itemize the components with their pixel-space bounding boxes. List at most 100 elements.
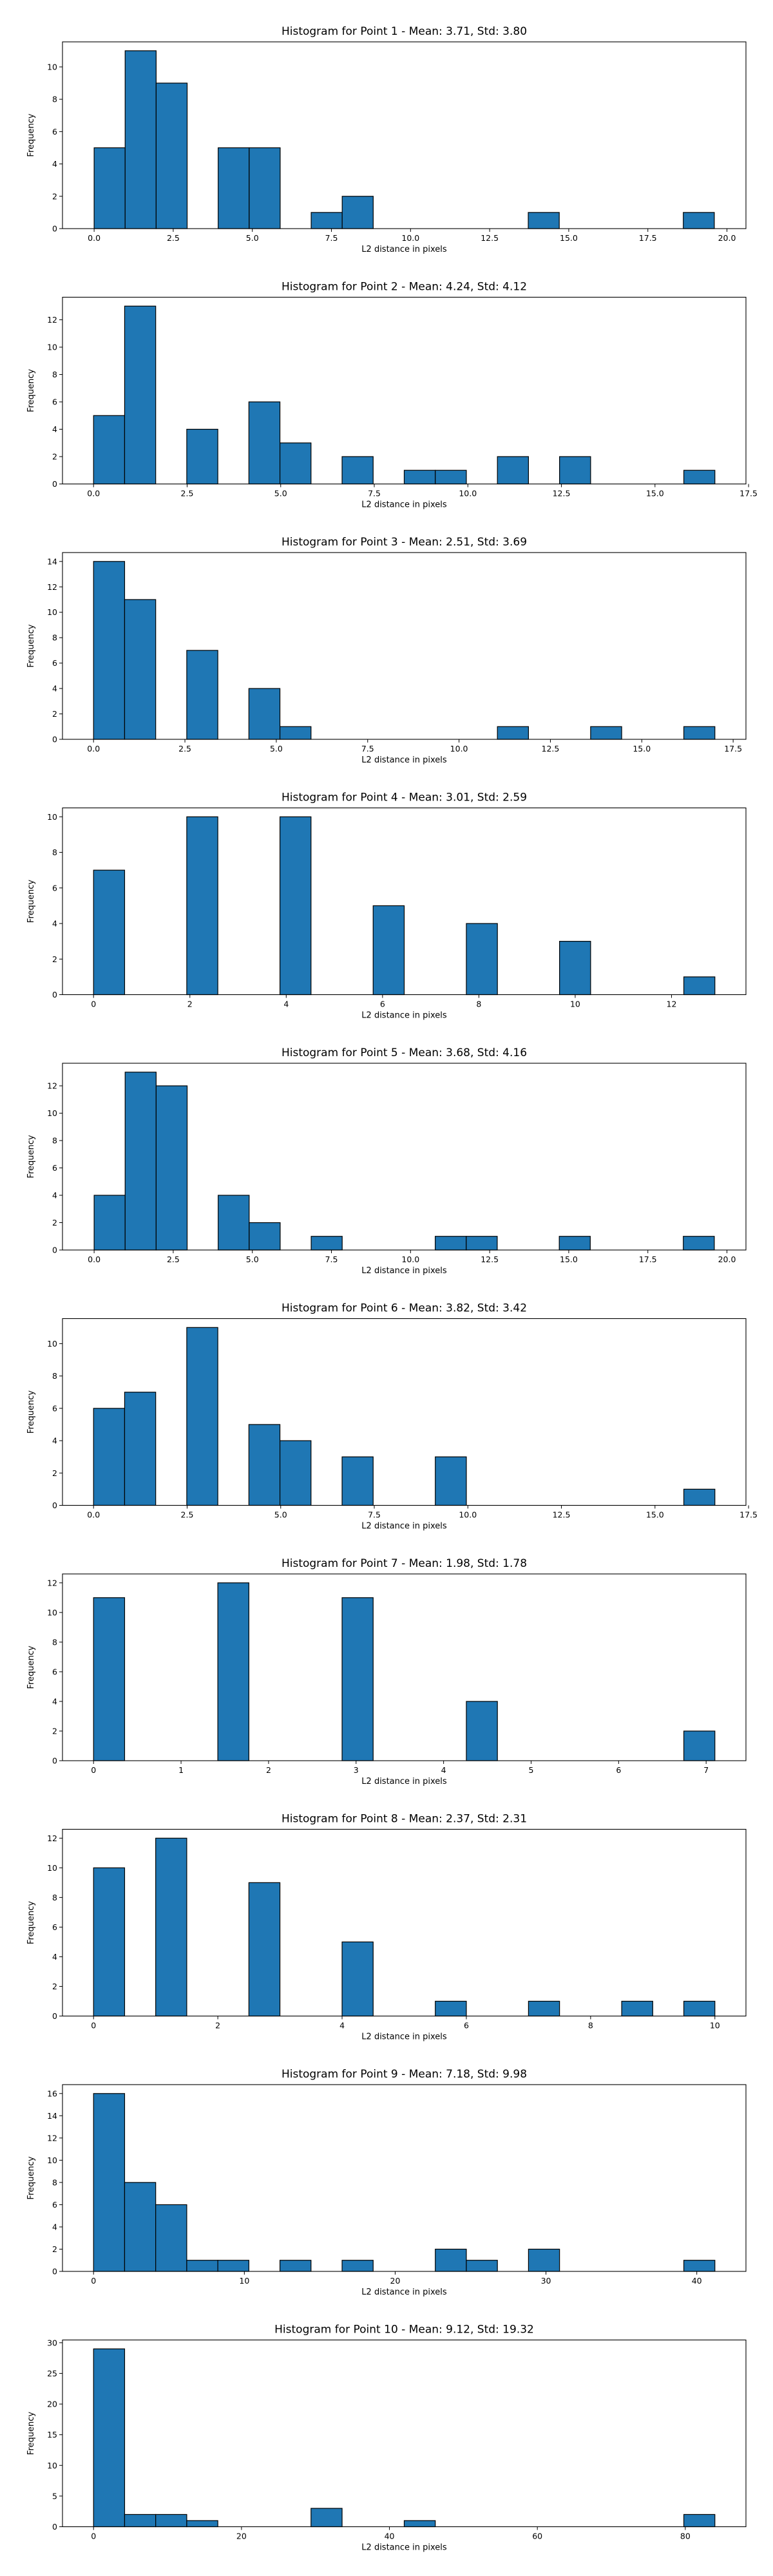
x-tick-label: 1 xyxy=(178,1765,184,1775)
x-tick-label: 10 xyxy=(239,2276,249,2286)
y-tick-label: 0 xyxy=(52,1501,57,1510)
histogram-bar xyxy=(683,2260,716,2272)
y-tick-label: 6 xyxy=(52,1163,57,1173)
y-tick-label: 20 xyxy=(47,2400,57,2409)
chart-title: Histogram for Point 2 - Mean: 4.24, Std:… xyxy=(282,281,527,294)
y-tick-label: 5 xyxy=(52,2491,57,2501)
chart-title: Histogram for Point 6 - Mean: 3.82, Std:… xyxy=(282,1302,527,1315)
histogram-bar xyxy=(248,401,281,485)
x-axis-label: L2 distance in pixels xyxy=(361,1777,447,1786)
histogram-bar xyxy=(341,1597,374,1761)
y-axis-label: Frequency xyxy=(26,2412,36,2455)
y-axis-label: Frequency xyxy=(26,369,36,412)
histogram-bar xyxy=(248,688,281,740)
y-tick-label: 6 xyxy=(52,1403,57,1413)
chart-4: Histogram for Point 4 - Mean: 3.01, Std:… xyxy=(26,791,747,1021)
chart-title: Histogram for Point 8 - Mean: 2.37, Std:… xyxy=(282,1813,527,1826)
y-tick-label: 12 xyxy=(47,315,57,325)
y-tick-label: 10 xyxy=(47,1607,57,1617)
y-tick-label: 4 xyxy=(52,684,57,694)
x-tick-label: 15.0 xyxy=(560,233,578,243)
x-tick-label: 0.0 xyxy=(87,1510,100,1520)
chart-title: Histogram for Point 4 - Mean: 3.01, Std:… xyxy=(282,791,527,804)
histogram-bar xyxy=(124,2514,157,2528)
y-tick-label: 10 xyxy=(47,1863,57,1873)
chart-5: Histogram for Point 5 - Mean: 3.68, Std:… xyxy=(26,1046,747,1276)
histogram-bar xyxy=(217,2260,249,2272)
histogram-bar xyxy=(435,2000,467,2017)
histogram-bar xyxy=(279,726,312,740)
x-axis-label: L2 distance in pixels xyxy=(361,1266,447,1276)
y-tick-label: 2 xyxy=(52,2244,57,2254)
x-tick-label: 10.0 xyxy=(459,1510,477,1520)
y-tick-label: 15 xyxy=(47,2430,57,2439)
x-tick-label: 5.0 xyxy=(270,744,283,753)
x-axis-label: L2 distance in pixels xyxy=(361,2543,447,2553)
y-tick-label: 25 xyxy=(47,2369,57,2378)
histogram-bar xyxy=(218,147,250,229)
y-tick-label: 0 xyxy=(52,224,57,234)
histogram-bar xyxy=(93,1408,126,1506)
plot-frame xyxy=(62,1318,747,1506)
y-tick-label: 6 xyxy=(52,658,57,668)
histogram-bar xyxy=(93,147,126,229)
histogram-bar xyxy=(93,1867,126,2017)
histogram-bar xyxy=(186,650,218,740)
x-tick-label: 2 xyxy=(266,1765,271,1775)
x-axis-label: L2 distance in pixels xyxy=(361,2032,447,2042)
x-axis-label: L2 distance in pixels xyxy=(361,1011,447,1021)
histogram-bar xyxy=(466,1701,498,1761)
y-tick-label: 12 xyxy=(47,1833,57,1843)
plot-frame xyxy=(62,1063,747,1251)
x-tick-label: 10.0 xyxy=(450,744,468,753)
y-tick-label: 4 xyxy=(52,1696,57,1706)
histogram-bar xyxy=(310,1236,343,1251)
y-tick-label: 8 xyxy=(52,1371,57,1381)
y-tick-label: 14 xyxy=(47,556,57,566)
y-tick-label: 2 xyxy=(52,452,57,462)
x-tick-label: 30 xyxy=(541,2276,551,2286)
histogram-bar xyxy=(341,196,374,229)
chart-3: Histogram for Point 3 - Mean: 2.51, Std:… xyxy=(26,536,747,765)
x-tick-label: 7.5 xyxy=(361,744,374,753)
y-axis-label: Frequency xyxy=(26,2156,36,2199)
x-tick-label: 2.5 xyxy=(178,744,191,753)
x-tick-label: 0 xyxy=(91,999,96,1009)
chart-title: Histogram for Point 10 - Mean: 9.12, Std… xyxy=(274,2324,534,2336)
x-tick-label: 40 xyxy=(692,2276,702,2286)
histogram-bar xyxy=(93,561,126,740)
y-tick-label: 6 xyxy=(52,1667,57,1676)
x-tick-label: 7.5 xyxy=(368,489,381,498)
x-tick-label: 0 xyxy=(91,2532,96,2541)
histogram-bar xyxy=(124,1392,157,1506)
x-tick-label: 5.0 xyxy=(246,233,259,243)
y-tick-label: 0 xyxy=(52,990,57,999)
x-axis-label: L2 distance in pixels xyxy=(361,2287,447,2297)
chart-7: Histogram for Point 7 - Mean: 1.98, Std:… xyxy=(26,1557,747,1786)
x-tick-label: 8 xyxy=(588,2021,593,2031)
histogram-bar xyxy=(558,1236,591,1251)
histogram-bar xyxy=(590,726,622,740)
histogram-bar xyxy=(310,2508,343,2528)
y-tick-label: 4 xyxy=(52,1436,57,1446)
y-axis-label: Frequency xyxy=(26,1390,36,1434)
y-tick-label: 0 xyxy=(52,2011,57,2021)
x-tick-label: 8 xyxy=(476,999,481,1009)
y-tick-label: 10 xyxy=(47,812,57,822)
x-tick-label: 5 xyxy=(529,1765,534,1775)
histogram-bar xyxy=(217,1582,249,1761)
x-tick-label: 2 xyxy=(187,999,193,1009)
histogram-bar xyxy=(124,50,157,229)
x-tick-label: 20.0 xyxy=(718,1255,736,1264)
x-axis-label: L2 distance in pixels xyxy=(361,755,447,765)
chart-10: Histogram for Point 10 - Mean: 9.12, Std… xyxy=(26,2324,747,2553)
x-axis-label: L2 distance in pixels xyxy=(361,500,447,510)
x-tick-label: 5.0 xyxy=(246,1255,259,1264)
y-tick-label: 10 xyxy=(47,2155,57,2165)
plot-frame xyxy=(62,807,747,996)
y-tick-label: 12 xyxy=(47,582,57,592)
y-tick-label: 2 xyxy=(52,1468,57,1478)
histogram-bar xyxy=(93,1597,126,1761)
x-tick-label: 17.5 xyxy=(740,1510,758,1520)
x-tick-label: 17.5 xyxy=(639,1255,657,1264)
